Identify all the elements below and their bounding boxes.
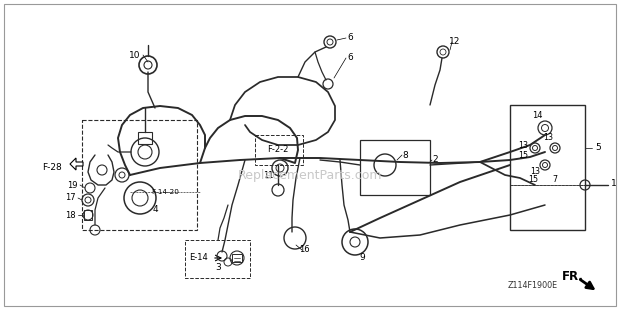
Text: 6: 6 [347,54,353,63]
Text: 18: 18 [64,210,75,219]
Text: E-14: E-14 [188,254,207,263]
Text: 4: 4 [152,206,158,215]
Text: 2: 2 [432,156,438,165]
Text: 16: 16 [299,246,309,255]
Text: 13: 13 [518,140,528,149]
Text: 11: 11 [263,170,273,179]
Bar [185,240,250,278]
Text: 9: 9 [359,254,365,263]
Bar [360,140,430,195]
Bar [255,135,303,165]
Text: ReplacementParts.com: ReplacementParts.com [237,169,383,181]
Text: 8: 8 [402,150,408,160]
Text: 19: 19 [67,180,78,189]
Bar [82,120,197,230]
Text: F-14-20: F-14-20 [151,189,179,195]
Text: Z114F1900E: Z114F1900E [508,281,558,290]
Text: 12: 12 [450,38,461,46]
Text: 1: 1 [611,179,617,188]
Text: 15: 15 [528,175,538,184]
Bar [232,254,242,262]
Bar [84,210,92,220]
Text: 10: 10 [129,51,141,60]
Text: F-28: F-28 [42,163,62,172]
Text: 13: 13 [530,167,540,176]
Text: 17: 17 [64,193,75,202]
Text: FR.: FR. [562,269,584,282]
Text: 15: 15 [518,150,528,160]
Bar [138,132,152,144]
Text: 13: 13 [543,134,553,143]
Text: 6: 6 [347,33,353,42]
Text: F-2-2: F-2-2 [267,145,289,154]
Text: 7: 7 [552,175,557,184]
Text: 14: 14 [532,110,542,119]
Text: 5: 5 [595,144,601,153]
Bar [510,105,585,230]
Text: 3: 3 [215,264,221,272]
Polygon shape [70,158,83,170]
